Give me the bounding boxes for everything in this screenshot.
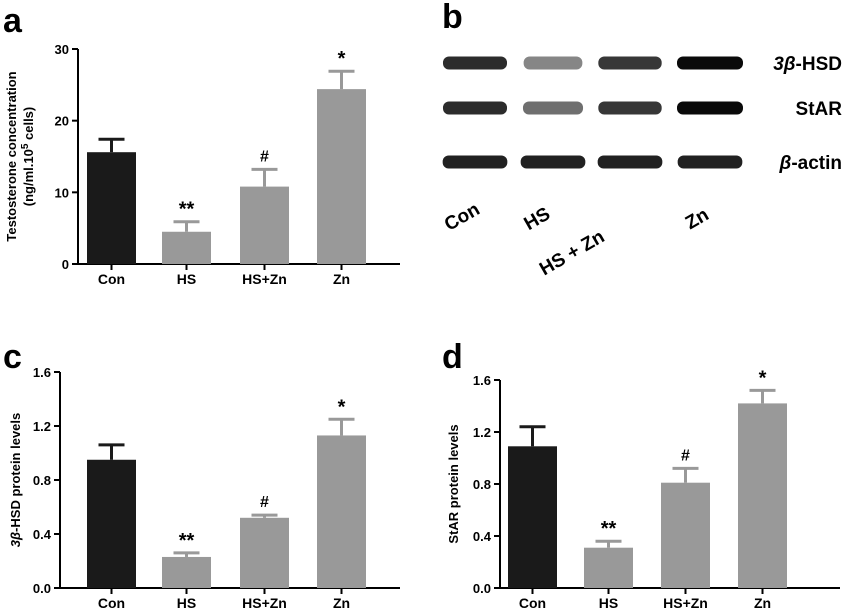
significance-mark: # xyxy=(260,148,269,165)
blot-band xyxy=(597,155,663,169)
y-tick-label: 30 xyxy=(55,42,69,57)
y-tick-label: 10 xyxy=(55,185,69,200)
bar xyxy=(162,556,211,588)
significance-mark: # xyxy=(260,494,269,511)
bar xyxy=(508,446,557,588)
blot-band xyxy=(442,56,508,70)
x-tick-label: HS xyxy=(177,595,196,611)
x-tick-label: HS+Zn xyxy=(242,271,287,287)
blot-lane-label: HS + Zn xyxy=(536,226,608,280)
x-tick-label: Zn xyxy=(333,271,350,287)
y-tick-label: 20 xyxy=(55,114,69,129)
blot-row-label: 3β-HSD xyxy=(773,54,842,75)
y-tick-label: 0.8 xyxy=(33,473,51,488)
blot-row-label-text: StAR xyxy=(796,99,843,120)
significance-mark: * xyxy=(338,396,346,418)
blot-band xyxy=(442,101,508,115)
y-axis-label-text: -HSD protein levels xyxy=(8,413,23,532)
x-tick-label: Con xyxy=(519,595,546,611)
significance-mark: ** xyxy=(179,199,195,221)
y-tick-label: 1.6 xyxy=(33,365,51,380)
blot-band xyxy=(598,56,662,70)
significance-mark: ** xyxy=(179,530,195,552)
bar xyxy=(240,517,289,588)
significance-mark: * xyxy=(759,367,767,389)
y-tick-label: 0.8 xyxy=(473,477,491,492)
bar xyxy=(738,403,787,588)
y-axis-label: Testosterone concentration xyxy=(4,71,19,241)
unit-text: cells) xyxy=(21,107,36,144)
x-tick-label: Con xyxy=(98,271,125,287)
panel-letter-a: a xyxy=(3,2,23,40)
y-tick-label: 0.4 xyxy=(33,527,52,542)
y-tick-label: 1.2 xyxy=(33,419,51,434)
panel-letter-d: d xyxy=(442,338,463,376)
bar xyxy=(87,152,136,264)
blot-lane-label: HS xyxy=(521,204,554,235)
y-tick-label: 0.0 xyxy=(473,581,491,596)
y-tick-label: 1.2 xyxy=(473,425,491,440)
panel-letter-b: b xyxy=(442,0,463,36)
significance-mark: # xyxy=(681,447,690,464)
chart-a: 0 10 20 30 Con HS ** HS+Zn # Zn * Testosterone conc… xyxy=(4,42,400,287)
blot-lane-label: Zn xyxy=(682,204,713,234)
chart-c: 0.0 0.4 0.8 1.2 1.6 Con HS ** HS+Zn # Zn * 3β-HSD pr… xyxy=(8,365,400,611)
x-tick-label: HS+Zn xyxy=(663,595,708,611)
blot-lane-label: Con xyxy=(441,199,483,236)
blot-row-label-italic: 3β xyxy=(773,54,796,75)
y-tick-label: 0 xyxy=(62,257,69,272)
y-tick-label: 0.4 xyxy=(473,529,492,544)
y-axis-label: StAR protein levels xyxy=(446,424,461,543)
chart-d: 0.0 0.4 0.8 1.2 1.6 Con HS ** HS+Zn # Zn * StAR prot… xyxy=(446,367,840,611)
y-axis-label: 3β-HSD protein levels xyxy=(8,413,23,548)
bar xyxy=(584,547,633,588)
y-tick-label: 0.0 xyxy=(33,581,51,596)
blot-band xyxy=(520,155,586,169)
x-tick-label: Zn xyxy=(754,595,771,611)
y-axis-label-italic: 3β xyxy=(8,532,23,547)
bar xyxy=(317,89,366,264)
x-tick-label: HS xyxy=(599,595,618,611)
blot-band xyxy=(523,56,583,70)
blot-band xyxy=(442,155,508,169)
blot-row-label-text: -HSD xyxy=(796,54,842,75)
blot-band xyxy=(677,56,743,70)
x-tick-label: Con xyxy=(98,595,125,611)
y-axis-label-units: (ng/ml.105 cells) xyxy=(20,107,36,207)
y-tick-label: 1.6 xyxy=(473,373,491,388)
bar xyxy=(240,186,289,264)
significance-mark: * xyxy=(338,48,346,70)
blot-band xyxy=(598,101,662,115)
significance-mark: ** xyxy=(601,518,617,540)
x-tick-label: Zn xyxy=(333,595,350,611)
x-tick-label: HS xyxy=(177,271,196,287)
blot-row-label: StAR xyxy=(796,99,843,120)
blot-band xyxy=(677,101,743,115)
bar xyxy=(87,459,136,588)
bar xyxy=(162,231,211,264)
blot-band xyxy=(522,101,584,115)
blot-row-label: β-actin xyxy=(779,153,842,174)
bar xyxy=(317,435,366,588)
x-tick-label: HS+Zn xyxy=(242,595,287,611)
panel-letter-c: c xyxy=(3,338,22,376)
bar xyxy=(661,482,710,588)
unit-superscript: 5 xyxy=(20,143,31,149)
blot-row-label-text: -actin xyxy=(791,153,842,174)
blot-row-label-italic: β xyxy=(779,153,792,174)
unit-text: (ng/ml.10 xyxy=(21,149,36,206)
blot-band xyxy=(677,155,743,169)
